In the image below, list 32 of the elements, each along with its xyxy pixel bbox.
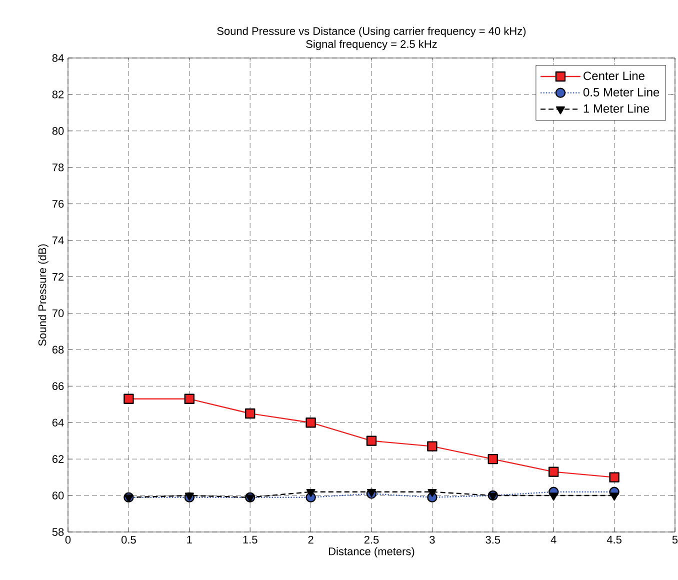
y-tick-label: 82 — [52, 90, 64, 98]
x-tick-label: 1 — [187, 536, 192, 544]
x-axis-title: Distance (meters) — [329, 547, 414, 558]
legend-label: 1 Meter Line — [584, 104, 650, 113]
chart-title: Sound Pressure vs Distance (Using carrier frequency = 40 kHz) — [217, 26, 526, 38]
x-tick-label: 3 — [430, 536, 435, 544]
y-tick-label: 68 — [52, 346, 64, 354]
legend-label: Center Line — [584, 71, 644, 80]
y-tick-label: 84 — [52, 54, 64, 62]
y-tick-label: 60 — [52, 492, 64, 500]
x-tick-label: 0.5 — [121, 536, 136, 544]
x-tick-label: 4.5 — [606, 536, 622, 544]
legend-label: 0.5 Meter Line — [583, 88, 660, 96]
y-tick-label: 66 — [52, 382, 64, 390]
y-tick-label: 58 — [52, 528, 64, 536]
chart-subtitle: Signal frequency = 2.5 kHz — [306, 40, 437, 50]
y-tick-label: 78 — [52, 163, 64, 172]
x-tick-label: 1.5 — [243, 536, 258, 544]
y-axis-title: Sound Pressure (dB) — [38, 244, 48, 346]
x-tick-label: 5 — [672, 536, 678, 544]
y-tick-label: 64 — [52, 418, 64, 426]
y-tick-label: 72 — [52, 272, 64, 281]
x-tick-label: 2 — [308, 536, 314, 544]
x-tick-label: 4 — [550, 536, 556, 544]
x-tick-label: 2.5 — [364, 536, 379, 544]
y-tick-label: 74 — [52, 236, 64, 244]
y-tick-label: 80 — [52, 127, 64, 135]
x-tick-label: 0 — [65, 536, 71, 544]
x-tick-label: 3.5 — [486, 536, 500, 544]
y-tick-label: 70 — [52, 309, 64, 318]
y-tick-label: 76 — [52, 200, 64, 208]
y-tick-label: 62 — [52, 455, 64, 463]
